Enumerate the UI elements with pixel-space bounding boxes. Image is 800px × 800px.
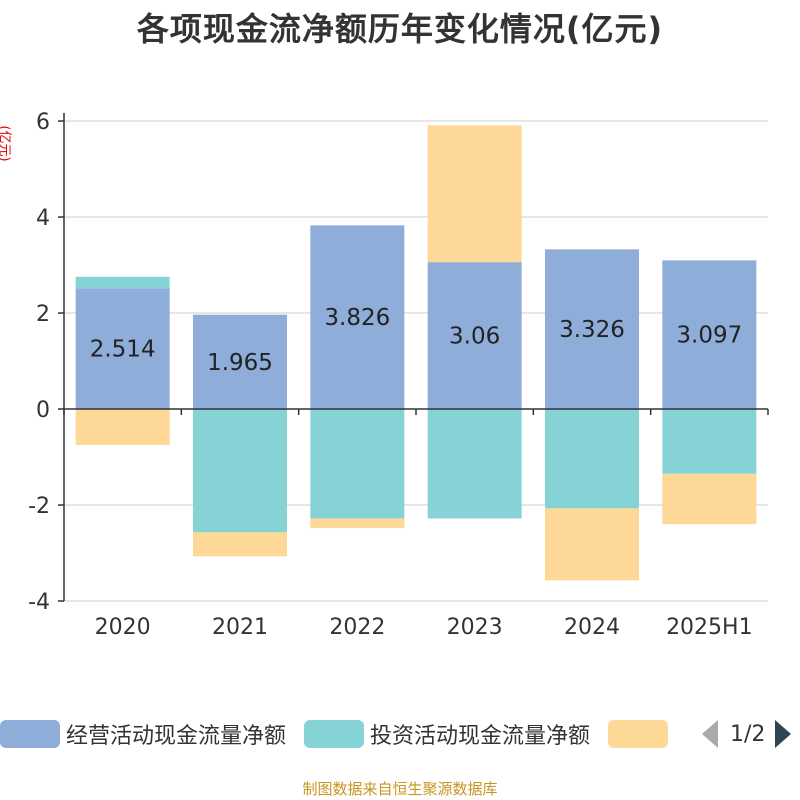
bar-segment-2 — [662, 409, 757, 474]
x-tick-label: 2023 — [447, 615, 503, 640]
x-tick-label: 2021 — [212, 615, 268, 640]
bar-segment-1 — [545, 249, 639, 409]
legend-next-arrow-icon[interactable] — [775, 720, 792, 748]
data-label: 2.514 — [90, 337, 156, 363]
legend-item-operating[interactable]: 经营活动现金流量净额 — [0, 718, 286, 750]
bar-segment-3 — [545, 508, 639, 581]
y-tick-label: 4 — [36, 206, 50, 231]
legend-label-operating: 经营活动现金流量净额 — [66, 724, 287, 749]
bar-segment-3 — [427, 125, 522, 263]
legend-pager: 1/2 — [702, 720, 792, 748]
x-tick-label: 2022 — [329, 615, 385, 640]
y-tick-label: 6 — [36, 110, 50, 135]
legend: 经营活动现金流量净额 投资活动现金流量净额 1/2 — [0, 712, 800, 756]
data-label: 3.826 — [324, 305, 390, 331]
legend-swatch-third — [608, 720, 669, 748]
bar-segment-2 — [75, 276, 170, 289]
x-tick-label: 2024 — [564, 615, 620, 640]
data-label: 3.097 — [676, 323, 742, 349]
y-tick-label: -2 — [28, 494, 50, 519]
legend-swatch-investing — [304, 720, 365, 748]
bar-segment-2 — [310, 409, 405, 519]
y-tick-label: 0 — [36, 398, 50, 423]
bar-segment-1 — [75, 288, 170, 409]
legend-item-investing[interactable]: 投资活动现金流量净额 — [304, 718, 590, 750]
source-note: 制图数据来自恒生聚源数据库 — [302, 780, 498, 798]
bar-segment-1 — [193, 314, 287, 409]
legend-label-investing: 投资活动现金流量净额 — [370, 724, 591, 749]
data-label: 3.326 — [559, 317, 625, 343]
y-tick-label: -4 — [28, 590, 50, 615]
y-tick-label: 2 — [36, 302, 50, 327]
legend-swatch-operating — [0, 720, 60, 748]
bar-segment-2 — [427, 409, 522, 519]
legend-page-indicator: 1/2 — [730, 721, 766, 747]
bar-segment-1 — [662, 260, 757, 409]
bar-segment-3 — [310, 518, 405, 529]
data-label: 1.965 — [207, 350, 273, 376]
bar-segment-3 — [193, 532, 287, 557]
x-tick-label: 2020 — [95, 615, 151, 640]
stacked-bar-chart: -4 -2 0 2 4 6 2.514 2020 1.965 2021 3.826 2022 3.06 2… — [28, 110, 769, 640]
legend-item-financing[interactable] — [608, 720, 674, 748]
chart-title: 各项现金流净额历年变化情况(亿元) — [136, 10, 664, 48]
bar-segment-2 — [545, 409, 639, 509]
bar-segment-1 — [310, 225, 405, 409]
bar-segment-3 — [662, 473, 757, 525]
bar-segment-3 — [75, 409, 170, 445]
x-tick-label: 2025H1 — [666, 615, 753, 640]
legend-prev-arrow-icon[interactable] — [702, 720, 718, 748]
data-label: 3.06 — [449, 324, 500, 350]
bar-segment-2 — [193, 409, 287, 533]
bar-segment-1 — [427, 262, 522, 409]
